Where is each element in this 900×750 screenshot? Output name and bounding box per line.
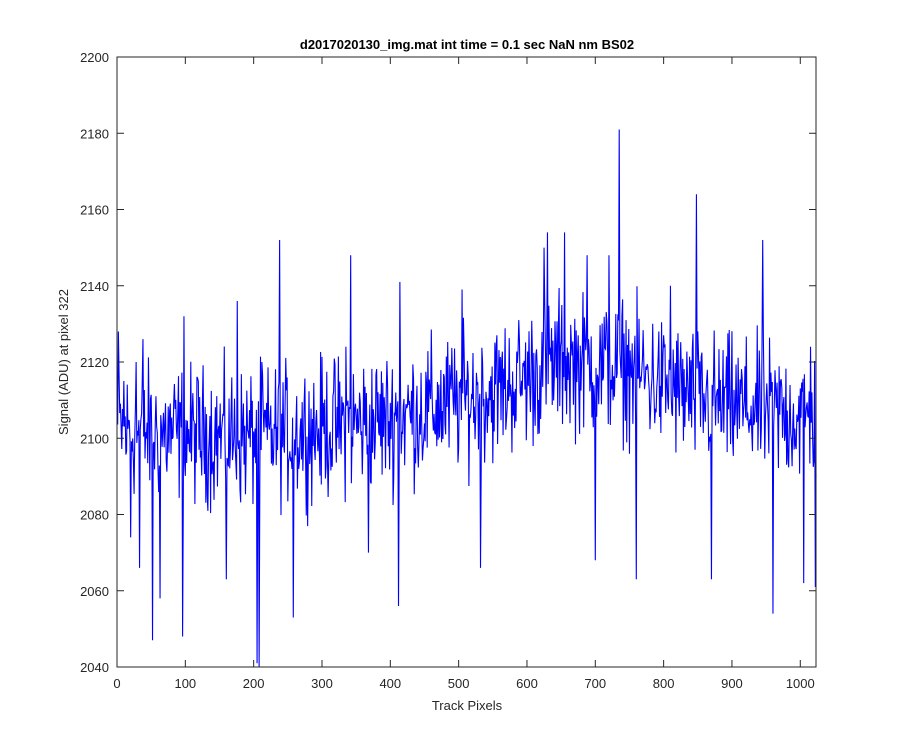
x-tick-label: 100 bbox=[174, 676, 196, 691]
y-axis: 2040 2060 2080 2100 2120 2140 2160 2180 2200 bbox=[80, 50, 816, 675]
x-tick-label: 1000 bbox=[786, 676, 815, 691]
y-tick-label: 2080 bbox=[80, 508, 109, 523]
x-tick-label: 200 bbox=[243, 676, 265, 691]
y-tick-label: 2040 bbox=[80, 660, 109, 675]
y-tick-label: 2180 bbox=[80, 126, 109, 141]
x-tick-label: 700 bbox=[584, 676, 606, 691]
x-tick-label: 900 bbox=[721, 676, 743, 691]
y-axis-label: Signal (ADU) at pixel 322 bbox=[56, 289, 71, 435]
signal-series-line bbox=[117, 129, 817, 668]
x-tick-label: 500 bbox=[448, 676, 470, 691]
x-tick-label: 300 bbox=[311, 676, 333, 691]
x-tick-label: 0 bbox=[113, 676, 120, 691]
y-tick-label: 2120 bbox=[80, 355, 109, 370]
x-axis: 0 100 200 300 400 500 600 700 800 900 1000 bbox=[113, 57, 815, 691]
chart-title: d2017020130_img.mat int time = 0.1 sec N… bbox=[300, 37, 634, 52]
y-tick-label: 2100 bbox=[80, 431, 109, 446]
x-tick-label: 600 bbox=[516, 676, 538, 691]
x-tick-label: 800 bbox=[653, 676, 675, 691]
series-layer bbox=[117, 129, 817, 668]
x-tick-label: 400 bbox=[379, 676, 401, 691]
y-tick-label: 2200 bbox=[80, 50, 109, 65]
y-tick-label: 2160 bbox=[80, 203, 109, 218]
y-tick-label: 2140 bbox=[80, 279, 109, 294]
y-tick-label: 2060 bbox=[80, 584, 109, 599]
x-axis-label: Track Pixels bbox=[432, 698, 503, 713]
